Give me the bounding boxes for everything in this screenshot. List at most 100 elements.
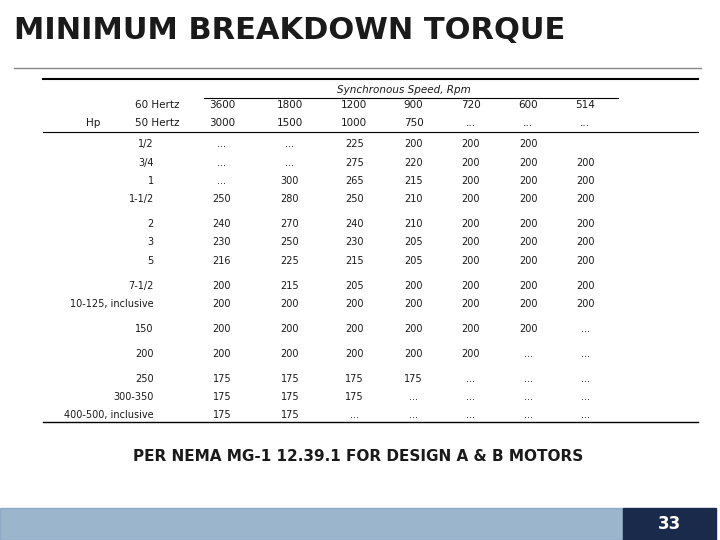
Text: 1800: 1800	[276, 100, 303, 110]
Text: 200: 200	[281, 299, 299, 309]
Text: 200: 200	[281, 324, 299, 334]
Text: 200: 200	[519, 238, 537, 247]
Text: ...: ...	[523, 349, 533, 359]
Text: 175: 175	[345, 374, 364, 383]
Text: 225: 225	[345, 139, 364, 149]
Text: 3000: 3000	[209, 118, 235, 128]
Text: 200: 200	[519, 219, 537, 229]
Text: 230: 230	[345, 238, 364, 247]
Text: 220: 220	[405, 158, 423, 167]
Text: Synchronous Speed, Rpm: Synchronous Speed, Rpm	[337, 85, 470, 95]
Text: 265: 265	[345, 176, 364, 186]
Text: 200: 200	[576, 219, 595, 229]
Text: 1200: 1200	[341, 100, 367, 110]
Text: 720: 720	[461, 100, 481, 110]
Text: 300: 300	[281, 176, 299, 186]
Text: 3: 3	[148, 238, 154, 247]
Text: 250: 250	[212, 194, 231, 204]
Text: ...: ...	[581, 324, 590, 334]
Text: 200: 200	[519, 281, 537, 291]
Text: 200: 200	[281, 349, 299, 359]
Text: 280: 280	[281, 194, 299, 204]
Text: 200: 200	[462, 158, 480, 167]
Text: ...: ...	[581, 349, 590, 359]
Text: 200: 200	[462, 299, 480, 309]
Text: 200: 200	[462, 256, 480, 266]
Text: 200: 200	[519, 139, 537, 149]
Text: 175: 175	[212, 410, 231, 420]
Text: 200: 200	[345, 324, 364, 334]
Text: 215: 215	[345, 256, 364, 266]
Text: 215: 215	[405, 176, 423, 186]
Text: 300-350: 300-350	[114, 392, 154, 402]
Text: 200: 200	[576, 299, 595, 309]
Text: 200: 200	[212, 349, 231, 359]
Text: 200: 200	[576, 256, 595, 266]
Text: 200: 200	[462, 349, 480, 359]
Text: 3/4: 3/4	[138, 158, 154, 167]
Text: ...: ...	[581, 410, 590, 420]
Text: 900: 900	[404, 100, 423, 110]
Text: 200: 200	[135, 349, 154, 359]
Text: 200: 200	[462, 194, 480, 204]
Text: 175: 175	[281, 410, 299, 420]
Text: 200: 200	[519, 194, 537, 204]
Text: ...: ...	[409, 392, 418, 402]
Text: 230: 230	[212, 238, 231, 247]
Text: 600: 600	[518, 100, 538, 110]
Text: 200: 200	[576, 176, 595, 186]
Text: MINIMUM BREAKDOWN TORQUE: MINIMUM BREAKDOWN TORQUE	[14, 16, 566, 45]
Text: 200: 200	[212, 324, 231, 334]
Text: 200: 200	[405, 139, 423, 149]
Text: 200: 200	[462, 324, 480, 334]
Text: 200: 200	[519, 256, 537, 266]
Text: 175: 175	[405, 374, 423, 383]
Text: 200: 200	[405, 281, 423, 291]
Text: 275: 275	[345, 158, 364, 167]
Bar	[0, 508, 623, 540]
Text: 200: 200	[405, 299, 423, 309]
Text: 200: 200	[519, 324, 537, 334]
Text: ...: ...	[217, 139, 226, 149]
Text: 3600: 3600	[209, 100, 235, 110]
Text: 514: 514	[575, 100, 595, 110]
Text: 5: 5	[148, 256, 154, 266]
Text: ...: ...	[581, 374, 590, 383]
Text: ...: ...	[467, 374, 475, 383]
Text: 250: 250	[135, 374, 154, 383]
Text: PER NEMA MG-1 12.39.1 FOR DESIGN A & B MOTORS: PER NEMA MG-1 12.39.1 FOR DESIGN A & B M…	[132, 449, 583, 464]
Text: 150: 150	[135, 324, 154, 334]
Text: 175: 175	[212, 374, 231, 383]
Text: 60 Hertz: 60 Hertz	[135, 100, 180, 110]
Text: 175: 175	[281, 374, 299, 383]
Text: ...: ...	[523, 374, 533, 383]
Text: 200: 200	[405, 349, 423, 359]
Text: 1-1/2: 1-1/2	[129, 194, 154, 204]
Text: 200: 200	[576, 281, 595, 291]
Text: 215: 215	[281, 281, 299, 291]
Text: 270: 270	[281, 219, 299, 229]
Text: ...: ...	[217, 176, 226, 186]
Text: 400-500, inclusive: 400-500, inclusive	[64, 410, 154, 420]
Text: 216: 216	[212, 256, 231, 266]
Text: 250: 250	[281, 238, 299, 247]
Text: 200: 200	[519, 176, 537, 186]
Text: 205: 205	[405, 256, 423, 266]
Text: ...: ...	[217, 158, 226, 167]
Text: ...: ...	[467, 392, 475, 402]
Text: 210: 210	[405, 219, 423, 229]
Text: 225: 225	[280, 256, 300, 266]
Text: ...: ...	[285, 139, 294, 149]
Text: 200: 200	[405, 324, 423, 334]
Text: Hp: Hp	[86, 118, 100, 128]
Text: 200: 200	[462, 139, 480, 149]
Text: 210: 210	[405, 194, 423, 204]
Text: 50 Hertz: 50 Hertz	[135, 118, 180, 128]
Text: 750: 750	[404, 118, 423, 128]
Text: 200: 200	[462, 238, 480, 247]
Text: 200: 200	[519, 299, 537, 309]
Text: 200: 200	[345, 299, 364, 309]
Text: 1/2: 1/2	[138, 139, 154, 149]
Text: 1: 1	[148, 176, 154, 186]
Text: 1000: 1000	[341, 118, 367, 128]
